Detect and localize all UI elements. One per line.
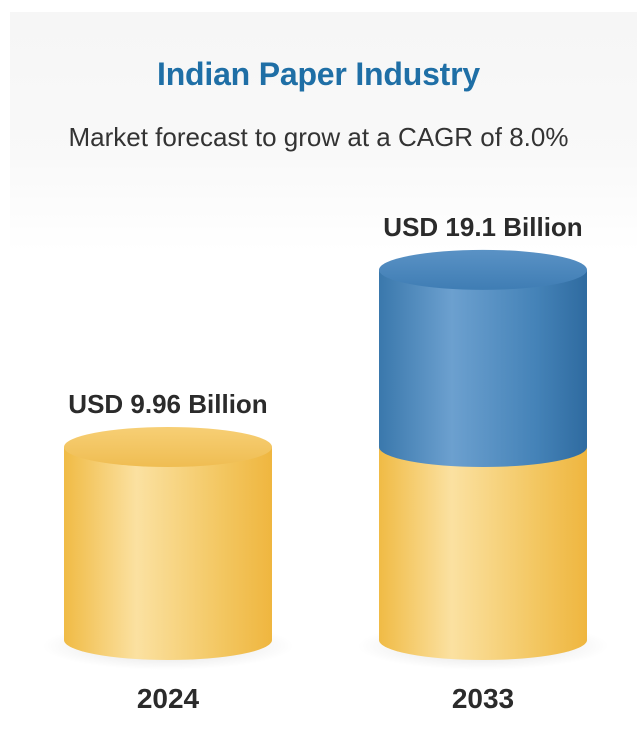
bar-2033 xyxy=(357,249,609,670)
bar-growth-segment xyxy=(379,269,587,467)
bar-2024 xyxy=(42,426,294,670)
bar-top xyxy=(379,249,587,290)
chart-title: Indian Paper Industry xyxy=(157,56,480,92)
bar-base-segment xyxy=(379,446,587,660)
category-label: 2024 xyxy=(137,683,200,714)
chart-subtitle: Market forecast to grow at a CAGR of 8.0… xyxy=(68,122,569,152)
value-label: USD 19.1 Billion xyxy=(383,212,582,242)
value-label: USD 9.96 Billion xyxy=(68,389,267,419)
bar-body xyxy=(64,446,272,660)
bar-top xyxy=(64,426,272,467)
category-label: 2033 xyxy=(452,683,514,714)
